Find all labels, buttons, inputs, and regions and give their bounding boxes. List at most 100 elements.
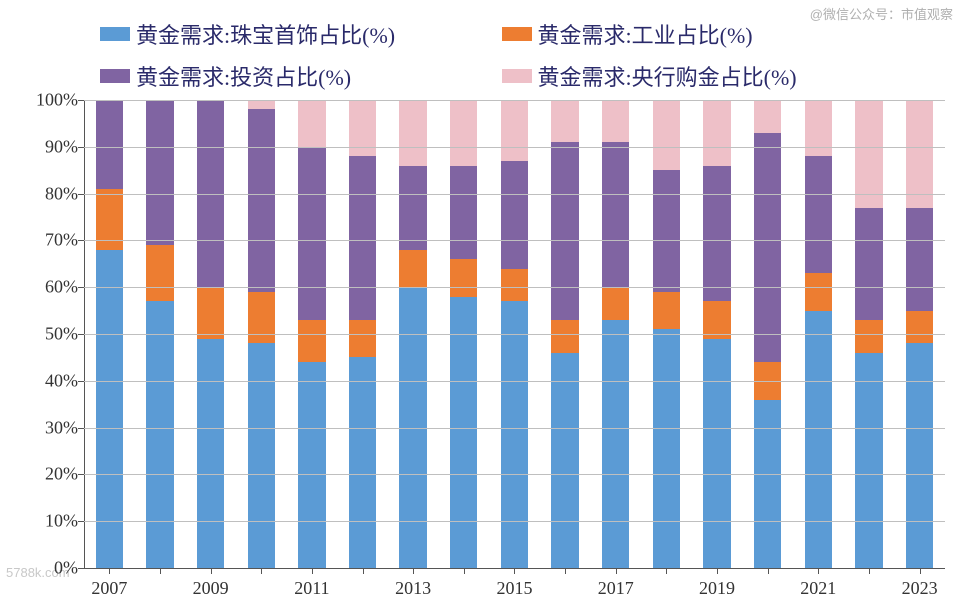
bar-segment-central_bank xyxy=(855,100,882,208)
x-tick-mark xyxy=(211,568,212,574)
x-tick-label xyxy=(236,568,287,612)
bar-segment-industrial xyxy=(248,292,275,343)
grid-line xyxy=(84,194,945,195)
bar-segment-investment xyxy=(450,166,477,260)
bar-segment-central_bank xyxy=(248,100,275,109)
bar-segment-jewelry xyxy=(805,311,832,568)
bar-segment-jewelry xyxy=(298,362,325,568)
y-tick-mark xyxy=(78,287,84,288)
x-tick-text: 2007 xyxy=(91,578,127,598)
grid-line xyxy=(84,100,945,101)
legend-item: 黄金需求:珠宝首饰占比(%) xyxy=(100,18,502,50)
x-tick-label: 2007 xyxy=(84,568,135,612)
legend-swatch xyxy=(502,69,532,83)
bar-segment-industrial xyxy=(805,273,832,310)
x-tick-mark xyxy=(818,568,819,574)
y-tick-label: 100% xyxy=(24,90,78,111)
bar-segment-jewelry xyxy=(146,301,173,568)
y-tick-mark xyxy=(78,428,84,429)
x-tick-label xyxy=(742,568,793,612)
x-tick-mark xyxy=(666,568,667,574)
bar-segment-industrial xyxy=(298,320,325,362)
bar-segment-central_bank xyxy=(501,100,528,161)
bar-segment-investment xyxy=(298,147,325,320)
y-tick-mark xyxy=(78,240,84,241)
grid-line xyxy=(84,147,945,148)
y-tick-label: 80% xyxy=(24,183,78,204)
bar-segment-industrial xyxy=(602,287,629,320)
bar-segment-central_bank xyxy=(703,100,730,166)
y-tick-mark xyxy=(78,194,84,195)
x-tick-text: 2021 xyxy=(800,578,836,598)
bar-segment-jewelry xyxy=(349,357,376,568)
legend-label: 黄金需求:投资占比(%) xyxy=(136,60,351,92)
bar-segment-industrial xyxy=(653,292,680,329)
x-tick-mark xyxy=(616,568,617,574)
x-tick-label xyxy=(844,568,895,612)
y-tick-mark xyxy=(78,474,84,475)
grid-line xyxy=(84,381,945,382)
bar-segment-investment xyxy=(96,100,123,189)
bar-segment-central_bank xyxy=(450,100,477,166)
legend-label: 黄金需求:工业占比(%) xyxy=(538,18,753,50)
bar-segment-jewelry xyxy=(501,301,528,568)
y-tick-mark xyxy=(78,147,84,148)
bar-segment-investment xyxy=(399,166,426,250)
bar-segment-central_bank xyxy=(906,100,933,208)
bar-segment-investment xyxy=(551,142,578,320)
x-tick-label xyxy=(641,568,692,612)
bar-segment-industrial xyxy=(855,320,882,353)
bar-segment-industrial xyxy=(501,269,528,302)
y-tick-mark xyxy=(78,381,84,382)
x-tick-label: 2021 xyxy=(793,568,844,612)
y-tick-label: 70% xyxy=(24,230,78,251)
grid-line xyxy=(84,334,945,335)
bar-segment-industrial xyxy=(450,259,477,296)
y-tick-mark xyxy=(78,334,84,335)
legend-item: 黄金需求:央行购金占比(%) xyxy=(502,60,904,92)
bar-segment-central_bank xyxy=(754,100,781,133)
x-tick-mark xyxy=(413,568,414,574)
y-tick-label: 0% xyxy=(24,558,78,579)
bar-segment-industrial xyxy=(349,320,376,357)
bar-segment-industrial xyxy=(551,320,578,353)
bar-segment-jewelry xyxy=(551,353,578,568)
x-tick-mark xyxy=(261,568,262,574)
legend-swatch xyxy=(100,27,130,41)
bar-segment-investment xyxy=(349,156,376,320)
bar-segment-industrial xyxy=(906,311,933,344)
y-tick-mark xyxy=(78,100,84,101)
bar-segment-investment xyxy=(855,208,882,320)
legend-item: 黄金需求:工业占比(%) xyxy=(502,18,904,50)
x-tick-mark xyxy=(160,568,161,574)
x-tick-label: 2019 xyxy=(692,568,743,612)
x-tick-text: 2015 xyxy=(496,578,532,598)
x-tick-text: 2019 xyxy=(699,578,735,598)
x-axis: 200720092011201320152017201920212023 xyxy=(84,568,945,612)
x-labels: 200720092011201320152017201920212023 xyxy=(84,568,945,612)
bar-segment-central_bank xyxy=(298,100,325,147)
x-tick-mark xyxy=(514,568,515,574)
x-tick-mark xyxy=(312,568,313,574)
legend-label: 黄金需求:珠宝首饰占比(%) xyxy=(136,18,395,50)
legend: 黄金需求:珠宝首饰占比(%) 黄金需求:工业占比(%) 黄金需求:投资占比(%) 黄金… xyxy=(100,18,903,92)
y-tick-label: 20% xyxy=(24,464,78,485)
bar-segment-jewelry xyxy=(197,339,224,568)
bar-segment-jewelry xyxy=(602,320,629,568)
bar-segment-industrial xyxy=(197,287,224,338)
y-tick-label: 10% xyxy=(24,511,78,532)
x-tick-text: 2011 xyxy=(294,578,329,598)
x-tick-text: 2017 xyxy=(598,578,634,598)
bar-segment-investment xyxy=(906,208,933,311)
bar-segment-central_bank xyxy=(399,100,426,166)
x-tick-label: 2015 xyxy=(489,568,540,612)
bar-segment-central_bank xyxy=(602,100,629,142)
x-tick-label: 2023 xyxy=(894,568,945,612)
bar-segment-investment xyxy=(653,170,680,292)
bar-segment-investment xyxy=(602,142,629,287)
grid-line xyxy=(84,474,945,475)
bar-segment-jewelry xyxy=(450,297,477,568)
x-tick-mark xyxy=(717,568,718,574)
y-tick-label: 40% xyxy=(24,370,78,391)
bar-segment-jewelry xyxy=(653,329,680,568)
